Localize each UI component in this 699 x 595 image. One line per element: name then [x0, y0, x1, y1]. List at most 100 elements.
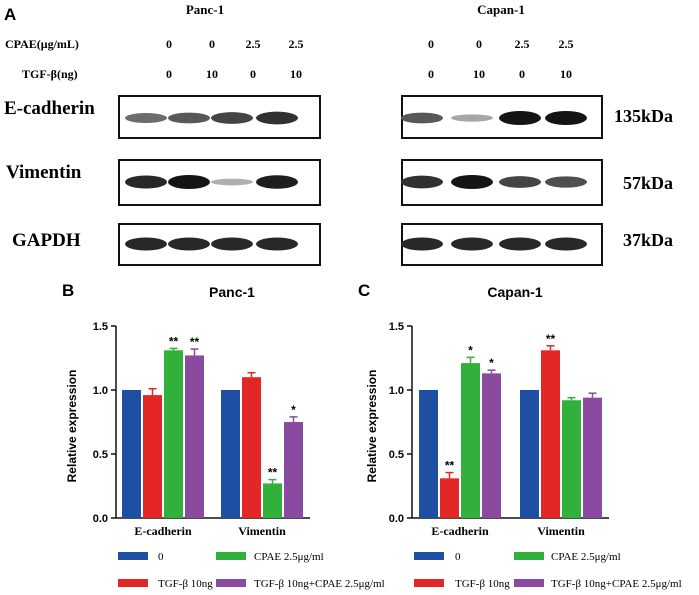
treatment-value: 10: [206, 67, 218, 81]
x-tick-label: Vimentin: [537, 524, 585, 538]
legend-label: TGF-β 10ng+CPAE 2.5μg/ml: [254, 578, 385, 590]
treatment-value: 10: [290, 67, 302, 81]
panel-label-c: C: [358, 281, 370, 300]
treatment-value: 2.5: [289, 37, 304, 51]
significance-marker: **: [169, 334, 179, 348]
blot-band: [401, 237, 443, 251]
protein-label: Vimentin: [6, 162, 82, 183]
blot-row-vimentin: Vimentin 57kDa: [6, 159, 673, 206]
treatment-value: 0: [428, 37, 434, 51]
y-tick-label: 0.5: [93, 449, 108, 461]
y-tick-label: 0.0: [389, 513, 404, 525]
blot-band: [256, 111, 298, 125]
blot-band: [401, 112, 443, 124]
y-tick-label: 0.0: [93, 513, 108, 525]
treatment-row-tgf: TGF-β(ng) 0 10 0 10 0 10 0 10: [22, 67, 572, 81]
treatment-value: 2.5: [559, 37, 574, 51]
significance-marker: *: [489, 356, 494, 370]
significance-marker: **: [546, 332, 556, 346]
x-tick-label: E-cadherin: [134, 524, 192, 538]
legend-swatch: [216, 579, 246, 587]
treatment-value: 0: [476, 37, 482, 51]
blot-band: [211, 112, 253, 124]
blot-band: [211, 178, 253, 186]
significance-marker: **: [268, 466, 278, 480]
protein-label: E-cadherin: [4, 98, 95, 119]
molecular-weight-label: 37kDa: [623, 230, 673, 250]
blot-band: [211, 237, 253, 251]
blot-band: [545, 111, 587, 125]
treatment-label-tgf: TGF-β(ng): [22, 67, 78, 81]
legend-swatch: [118, 579, 148, 587]
y-axis-label: Relative expression: [65, 370, 79, 483]
blot-bands-panc: [125, 175, 298, 189]
blot-band: [545, 176, 587, 188]
bar: [263, 483, 282, 518]
bar: [143, 395, 162, 518]
legend-panc: 0 CPAE 2.5μg/ml TGF-β 10ng TGF-β 10ng+CP…: [118, 551, 385, 590]
legend-label: TGF-β 10ng: [158, 578, 213, 590]
blot-header-panc: Panc-1: [186, 2, 224, 17]
significance-marker: **: [445, 459, 455, 473]
legend-swatch: [414, 579, 444, 587]
legend-swatch: [514, 552, 544, 560]
bar: [419, 390, 438, 518]
blot-band: [125, 237, 167, 251]
blot-bands-capan: [401, 111, 587, 125]
blot-band: [168, 112, 210, 124]
bar: [461, 363, 480, 518]
chart-title: Capan-1: [487, 284, 542, 300]
treatment-value: 0: [166, 37, 172, 51]
bar: [185, 355, 204, 518]
bar: [284, 422, 303, 518]
y-tick-label: 1.0: [93, 385, 108, 397]
blot-bands-panc: [125, 111, 298, 125]
treatment-value: 0: [209, 37, 215, 51]
y-tick-label: 1.5: [389, 321, 404, 333]
blot-band: [401, 175, 443, 189]
treatment-value: 10: [473, 67, 485, 81]
blot-band: [451, 175, 493, 189]
blot-band: [499, 111, 541, 125]
bar: [164, 350, 183, 518]
y-tick-label: 0.5: [389, 449, 404, 461]
blot-band: [499, 237, 541, 251]
legend-swatch: [118, 552, 148, 560]
blot-band: [168, 237, 210, 251]
blot-row-gapdh: GAPDH 37kDa: [12, 223, 673, 266]
legend-swatch: [216, 552, 246, 560]
y-axis-label: Relative expression: [365, 370, 379, 483]
treatment-label-cpae: CPAE(μg/mL): [5, 37, 79, 51]
significance-marker: *: [468, 343, 473, 357]
molecular-weight-label: 135kDa: [614, 106, 673, 126]
legend-capan: 0 CPAE 2.5μg/ml TGF-β 10ng TGF-β 10ng+CP…: [414, 551, 682, 590]
legend-label: CPAE 2.5μg/ml: [254, 551, 324, 563]
treatment-value: 0: [428, 67, 434, 81]
treatment-row-cpae: CPAE(μg/mL) 0 0 2.5 2.5 0 0 2.5 2.5: [5, 37, 574, 51]
legend-label: CPAE 2.5μg/ml: [551, 551, 621, 563]
blot-bands-panc: [125, 237, 298, 251]
blot-row-ecadherin: E-cadherin 135kDa: [4, 95, 673, 139]
significance-marker: **: [190, 335, 200, 349]
bar: [583, 397, 602, 518]
bar: [562, 400, 581, 518]
bar: [221, 390, 240, 518]
bar-chart-capan: Capan-1 Relative expression 0.0 0.5 1.0 1.5…: [365, 284, 609, 538]
blot-band: [256, 175, 298, 189]
x-tick-label: E-cadherin: [431, 524, 489, 538]
x-tick-label: Vimentin: [238, 524, 286, 538]
significance-marker: *: [291, 403, 296, 417]
y-tick-label: 1.5: [93, 321, 108, 333]
bar: [520, 390, 539, 518]
blot-band: [168, 175, 210, 189]
blot-bands-capan: [401, 237, 587, 251]
panel-label-a: A: [4, 5, 16, 24]
legend-label: 0: [455, 551, 461, 563]
chart-title: Panc-1: [209, 284, 255, 300]
treatment-value: 0: [166, 67, 172, 81]
bar: [541, 350, 560, 518]
panel-label-b: B: [62, 281, 74, 300]
blot-band: [451, 114, 493, 122]
treatment-value: 0: [250, 67, 256, 81]
